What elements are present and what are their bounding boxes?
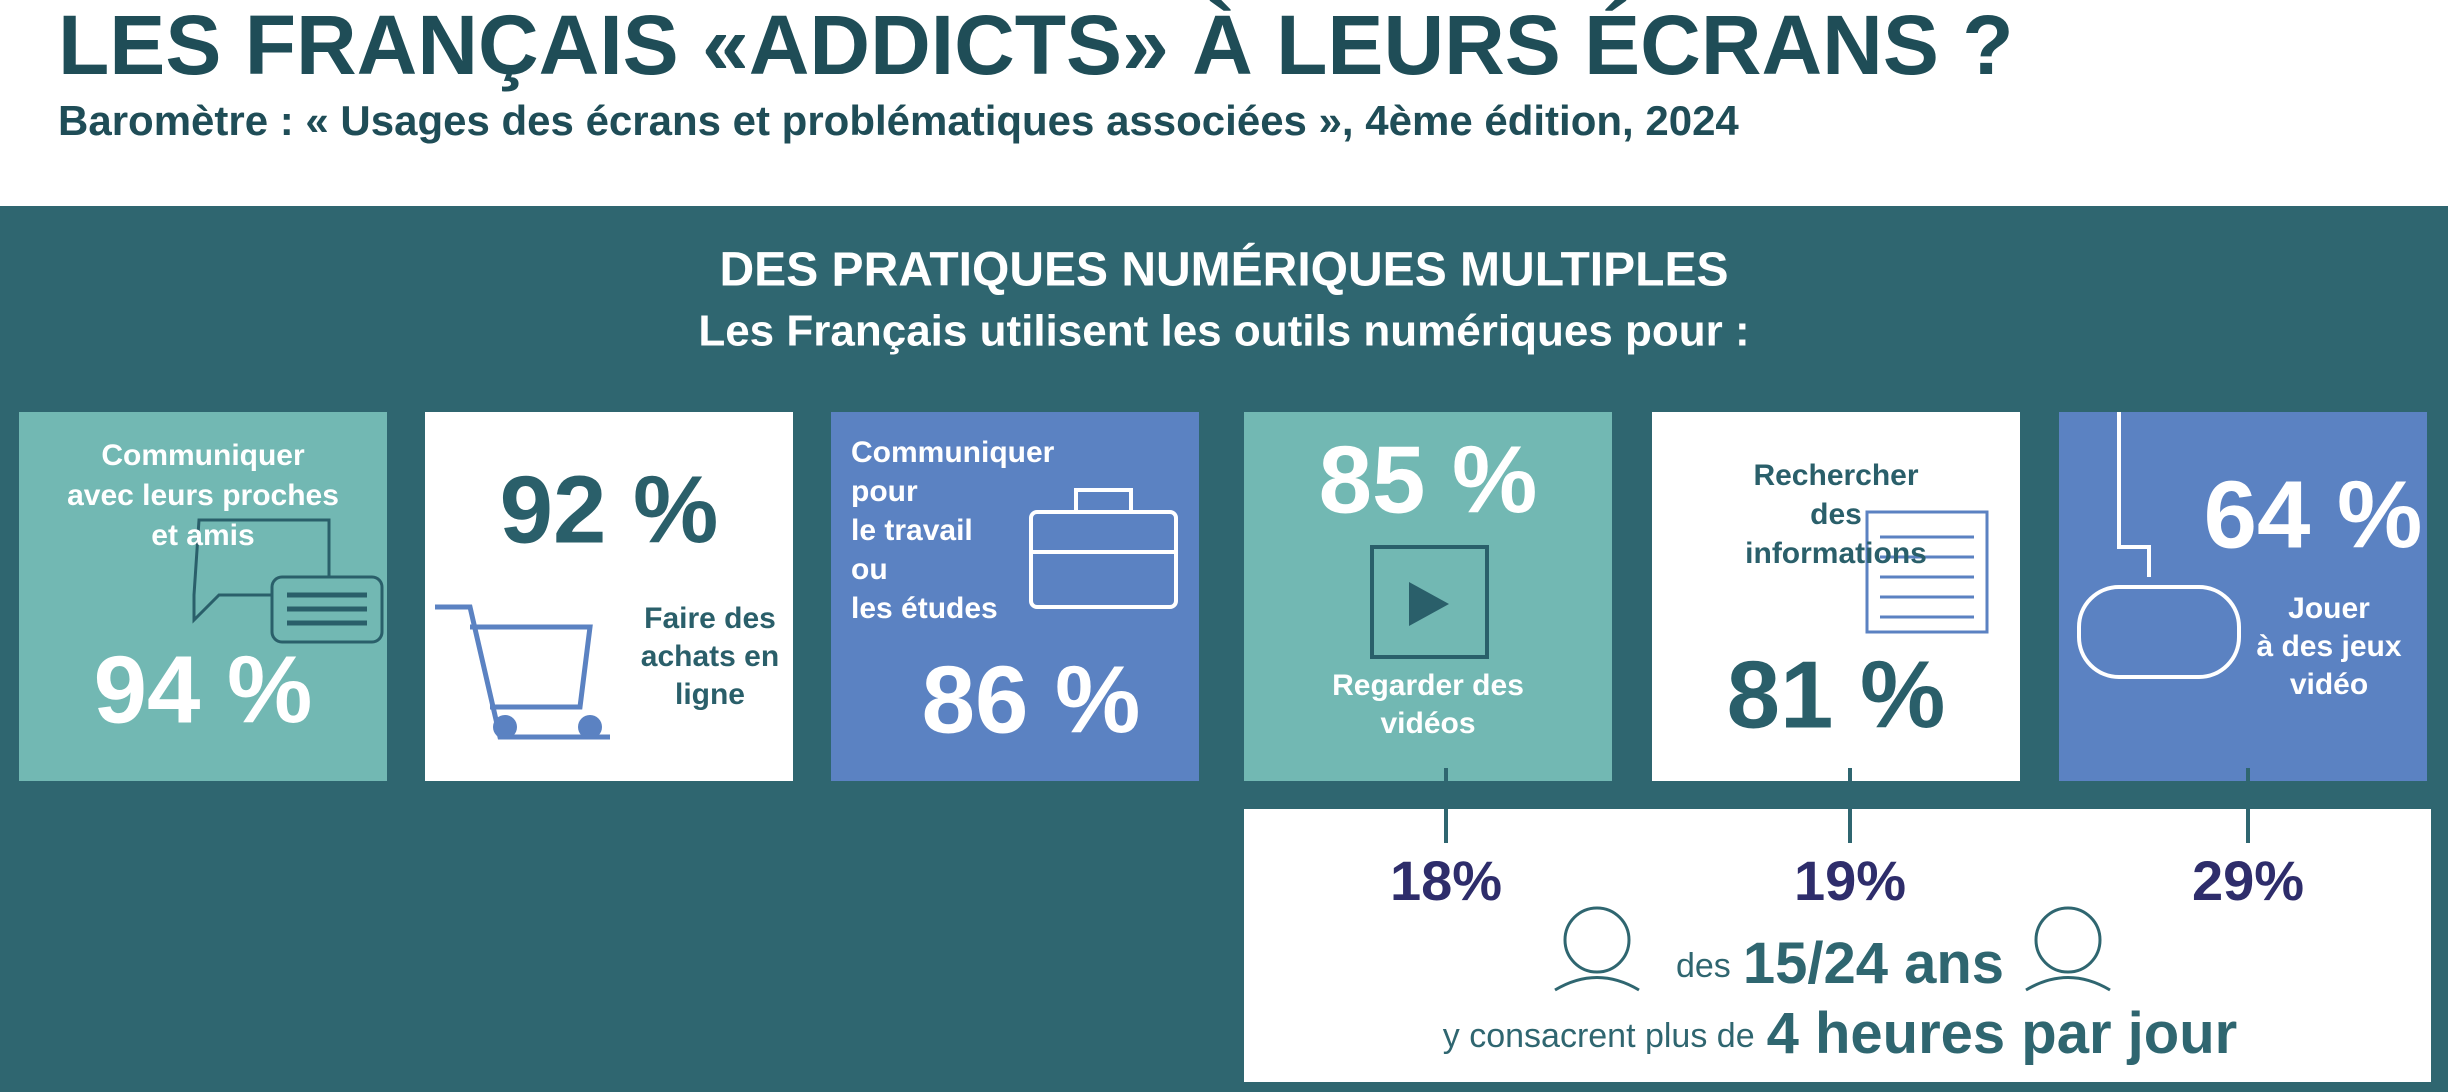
- tile-label: informations: [1745, 537, 1927, 570]
- person-icon: [2034, 906, 2102, 974]
- tile-background: [831, 412, 1199, 781]
- section-title: DES PRATIQUES NUMÉRIQUES MULTIPLES: [720, 243, 1729, 297]
- tile-label: achats en: [641, 640, 779, 673]
- tile-value: 64 %: [2204, 461, 2423, 568]
- icon: [2117, 412, 2151, 577]
- tile-label: Rechercher: [1753, 459, 1918, 492]
- person-icon: [1563, 906, 1631, 974]
- tile: Faire des achats en ligne 92 %: [425, 412, 793, 781]
- tile: Communiquer pour le travail ou les études 86 …: [831, 412, 1199, 781]
- tile-value: 81 %: [1727, 641, 1946, 748]
- tile-label: Regarder des: [1332, 669, 1524, 702]
- youth-value: 19%: [1794, 849, 1906, 912]
- tile-label: Jouer: [2288, 592, 2370, 625]
- youth-value: 18%: [1390, 849, 1502, 912]
- icon: [1865, 510, 1989, 634]
- icon: [2077, 585, 2241, 679]
- tile: Regarder des vidéos 85 %: [1244, 412, 1612, 781]
- tile-value: 85 %: [1319, 426, 1538, 533]
- icon: [578, 715, 602, 739]
- tile-value: 92 %: [500, 456, 719, 563]
- tile: Jouer à des jeux vidéo 64 %: [2059, 412, 2427, 781]
- tile-label: Communiquer: [101, 439, 305, 472]
- youth-emphasis: 15/24 ans: [1743, 931, 2004, 996]
- icon: [192, 518, 331, 624]
- youth-box: [1244, 809, 2431, 1082]
- tile-label: vidéo: [2290, 668, 2368, 701]
- icon: [435, 604, 610, 740]
- tile-label: Communiquer: [851, 436, 1055, 469]
- youth-line-2: y consacrent plus de 4 heures par jour: [1443, 1001, 2237, 1066]
- icon: [1074, 488, 1133, 514]
- icon: [1409, 582, 1449, 626]
- youth-prefix: y consacrent plus de: [1443, 1017, 1755, 1055]
- tile-label: Faire des: [644, 602, 776, 635]
- tile: Communiquer avec leurs proches et amis 94 %: [19, 412, 387, 781]
- tile-label: et amis: [151, 519, 254, 552]
- person-icon: [1554, 976, 1640, 992]
- icon: [1370, 545, 1489, 659]
- tile-label: pour: [851, 475, 918, 508]
- tile-label: à des jeux: [2256, 630, 2401, 663]
- tile-background: [425, 412, 793, 781]
- tile-label: des: [1810, 498, 1862, 531]
- youth-emphasis: 4 heures par jour: [1767, 1001, 2238, 1066]
- tile-value: 86 %: [922, 646, 1141, 753]
- person-icon: [2025, 976, 2111, 992]
- tile-label: le travail: [851, 514, 973, 547]
- youth-value: 29%: [2192, 849, 2304, 912]
- page-subtitle: Baromètre : « Usages des écrans et probl…: [58, 97, 1739, 144]
- section-subtitle: Les Français utilisent les outils numéri…: [698, 307, 1749, 356]
- tile-label: vidéos: [1380, 707, 1475, 740]
- tile-value: 94 %: [94, 636, 313, 743]
- youth-prefix: des: [1676, 947, 1731, 985]
- page-title: LES FRANÇAIS «ADDICTS» À LEURS ÉCRANS ?: [58, 0, 2014, 92]
- icon: [493, 715, 517, 739]
- tile-label: ligne: [675, 678, 745, 711]
- tile-label: ou: [851, 553, 888, 586]
- tile: Rechercher des informations 81 %: [1652, 412, 2020, 781]
- youth-line-1: des 15/24 ans: [1676, 931, 2004, 996]
- tile-label: avec leurs proches: [67, 479, 339, 512]
- tile-label: les études: [851, 592, 998, 625]
